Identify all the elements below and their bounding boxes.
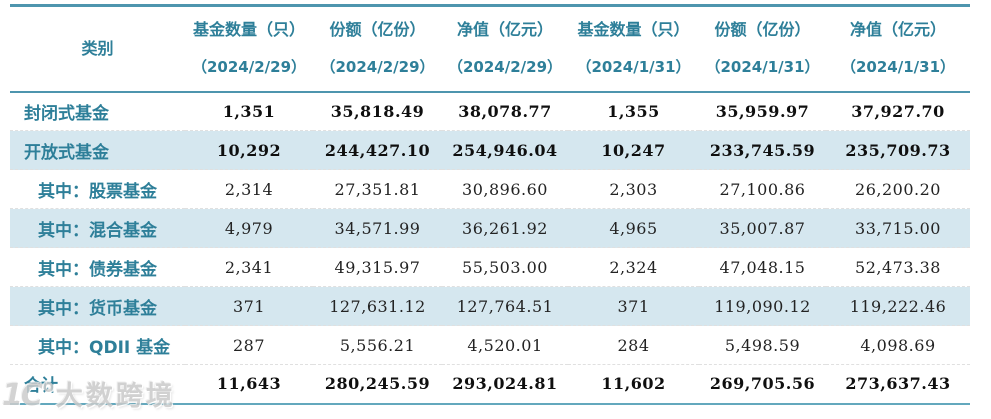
cell-value: 55,503.00 (462, 257, 548, 277)
header-nav-feb: 净值（亿元） （2024/2/29） (442, 6, 568, 92)
cell-value: 4,965 (609, 218, 658, 238)
cell-value: 30,896.60 (462, 179, 548, 199)
row-label: 其中：股票基金 (38, 181, 157, 202)
cell-value: 2,314 (224, 179, 274, 199)
cell-value: 119,222.46 (849, 296, 947, 316)
table-row-total: 合计 11,643 280,245.59 293,024.81 11,602 2… (10, 364, 970, 404)
header-shares-feb-label: 份额（亿份） (329, 20, 426, 40)
cell-value: 4,979 (224, 218, 274, 238)
cell-value: 127,764.51 (456, 296, 554, 316)
cell-value: 52,473.38 (855, 257, 941, 277)
cell-value: 49,315.97 (334, 257, 421, 277)
fund-table: 类别 基金数量（只） （2024/2/29） 份额（亿份） （2024/2/29… (10, 4, 970, 405)
row-label: 封闭式基金 (24, 103, 109, 124)
header-count-jan-date: （2024/1/31） (576, 58, 691, 77)
cell-value: 35,959.97 (715, 101, 810, 121)
header-shares-jan: 份额（亿份） （2024/1/31） (699, 6, 826, 92)
cell-value: 293,024.81 (452, 374, 558, 394)
cell-value: 33,715.00 (855, 218, 941, 238)
cell-value: 10,247 (601, 140, 666, 160)
cell-value: 36,261.92 (462, 218, 548, 238)
cell-value: 37,927.70 (851, 101, 945, 121)
fund-statistics-table: 类别 基金数量（只） （2024/2/29） 份额（亿份） （2024/2/29… (10, 4, 970, 405)
cell-value: 27,351.81 (334, 179, 421, 199)
cell-value: 10,292 (216, 140, 282, 160)
row-label: 合计 (24, 376, 58, 397)
cell-value: 5,498.59 (724, 335, 801, 355)
table-row-hybrid: 其中：混合基金 4,979 34,571.99 36,261.92 4,965 … (10, 208, 970, 248)
cell-value: 27,100.86 (719, 179, 806, 199)
cell-value: 287 (232, 335, 266, 355)
header-nav-jan: 净值（亿元） （2024/1/31） (826, 6, 970, 92)
header-nav-feb-label: 净值（亿元） (456, 20, 553, 40)
header-row: 类别 基金数量（只） （2024/2/29） 份额（亿份） （2024/2/29… (10, 6, 970, 92)
cell-value: 127,631.12 (329, 296, 426, 316)
table-row-closed-end: 封闭式基金 1,351 35,818.49 38,078.77 1,355 35… (10, 92, 970, 131)
header-shares-jan-label: 份额（亿份） (714, 20, 811, 40)
cell-value: 35,818.49 (330, 101, 425, 121)
row-label: 其中：货币基金 (38, 298, 157, 319)
header-nav-jan-date: （2024/1/31） (840, 58, 956, 77)
cell-value: 280,245.59 (324, 374, 431, 394)
header-count-feb-date: （2024/2/29） (191, 58, 307, 77)
cell-value: 11,602 (601, 374, 666, 394)
cell-value: 371 (232, 296, 266, 316)
cell-value: 35,007.87 (719, 218, 806, 238)
cell-value: 371 (617, 296, 650, 316)
cell-value: 269,705.56 (709, 374, 816, 394)
table-body: 封闭式基金 1,351 35,818.49 38,078.77 1,355 35… (10, 92, 970, 404)
table-row-qdii: 其中：QDII 基金 287 5,556.21 4,520.01 284 5,4… (10, 325, 970, 365)
cell-value: 4,098.69 (860, 335, 936, 355)
table-header: 类别 基金数量（只） （2024/2/29） 份额（亿份） （2024/2/29… (10, 6, 970, 92)
table-row-money-market: 其中：货币基金 371 127,631.12 127,764.51 371 11… (10, 286, 970, 326)
cell-value: 4,520.01 (467, 335, 543, 355)
cell-value: 1,355 (607, 101, 660, 121)
row-label: 其中：债券基金 (38, 259, 157, 280)
cell-value: 47,048.15 (719, 257, 806, 277)
cell-value: 2,303 (609, 179, 658, 199)
cell-value: 273,637.43 (845, 374, 951, 394)
row-label: 其中：混合基金 (38, 220, 157, 241)
header-category-label: 类别 (81, 38, 114, 58)
cell-value: 119,090.12 (714, 296, 811, 316)
table-row-bond: 其中：债券基金 2,341 49,315.97 55,503.00 2,324 … (10, 247, 970, 287)
row-label: 其中：QDII 基金 (38, 337, 171, 358)
cell-value: 235,709.73 (845, 140, 951, 160)
header-count-jan: 基金数量（只） （2024/1/31） (568, 6, 699, 92)
header-count-feb: 基金数量（只） （2024/2/29） (185, 6, 313, 92)
header-shares-feb-date: （2024/2/29） (320, 58, 435, 77)
table-row-equity: 其中：股票基金 2,314 27,351.81 30,896.60 2,303 … (10, 169, 970, 209)
cell-value: 34,571.99 (334, 218, 421, 238)
cell-value: 254,946.04 (452, 140, 558, 160)
cell-value: 233,745.59 (709, 140, 816, 160)
header-shares-jan-date: （2024/1/31） (705, 58, 820, 77)
cell-value: 1,351 (222, 101, 276, 121)
header-category: 类别 (10, 6, 185, 92)
header-nav-feb-date: （2024/2/29） (447, 58, 563, 77)
cell-value: 5,556.21 (339, 335, 416, 355)
cell-value: 26,200.20 (855, 179, 941, 199)
cell-value: 2,341 (224, 257, 274, 277)
cell-value: 38,078.77 (458, 101, 552, 121)
cell-value: 284 (617, 335, 650, 355)
header-nav-jan-label: 净值（亿元） (849, 20, 946, 40)
cell-value: 11,643 (216, 374, 282, 394)
row-label: 开放式基金 (24, 142, 109, 163)
cell-value: 244,427.10 (324, 140, 431, 160)
cell-value: 2,324 (609, 257, 658, 277)
header-shares-feb: 份额（亿份） （2024/2/29） (313, 6, 442, 92)
table-row-open-end: 开放式基金 10,292 244,427.10 254,946.04 10,24… (10, 130, 970, 170)
header-count-feb-label: 基金数量（只） (192, 20, 305, 40)
header-count-jan-label: 基金数量（只） (577, 20, 690, 40)
